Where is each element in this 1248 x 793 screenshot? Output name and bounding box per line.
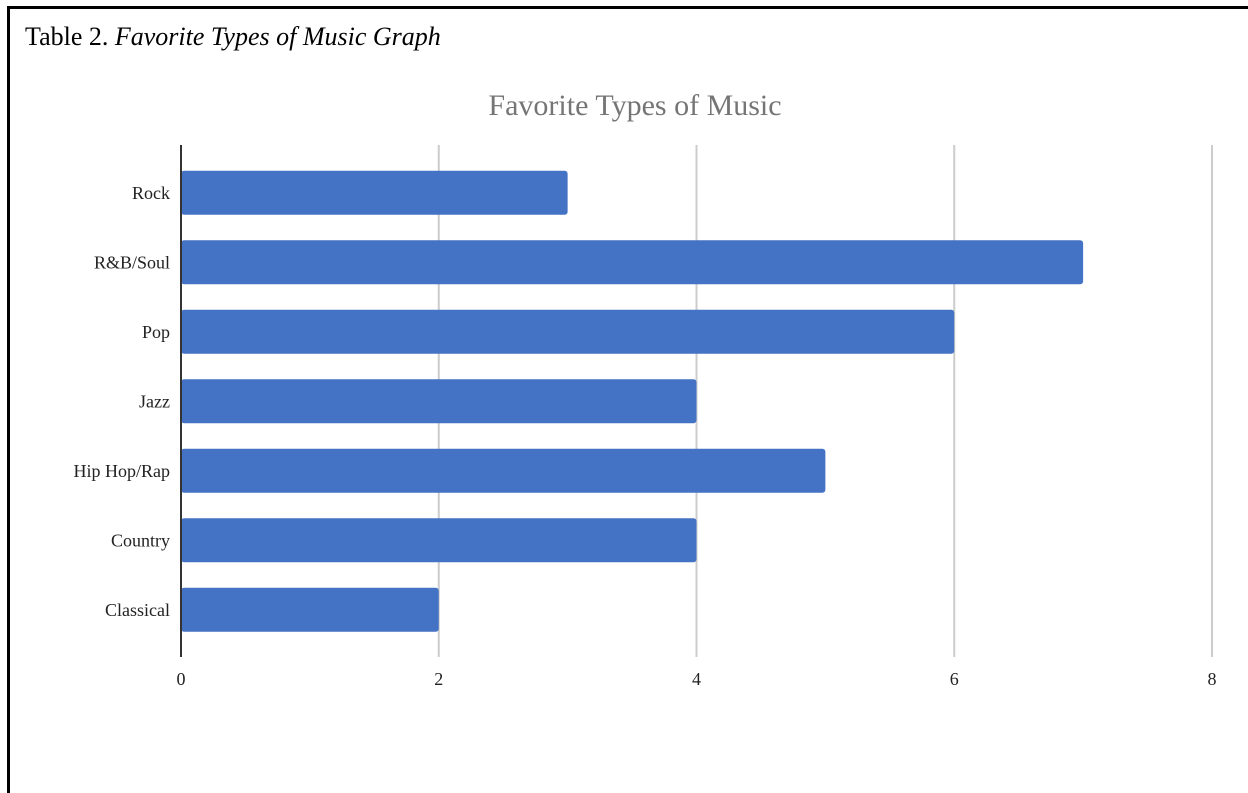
bar [181,379,697,424]
category-label: R&B/Soul [94,252,170,272]
gridlines [437,145,1213,657]
figure-frame [7,6,1248,793]
caption-label: Table 2. [25,22,109,51]
bar [181,587,439,632]
labels: 0 2 4 6 8 Rock R&B/Soul Pop Jazz Hip Hop/Rap Count… [74,183,1217,689]
category-label: Rock [132,183,170,203]
x-tick-label: 6 [950,669,959,689]
bar [181,518,697,563]
table-caption: Table 2. Favorite Types of Music Graph [25,22,441,52]
bars [181,170,1084,632]
category-label: Classical [105,600,170,620]
category-label: Jazz [139,391,170,411]
bar [181,448,826,493]
bar [181,170,568,215]
bar [181,240,1084,285]
chart-title: Favorite Types of Music [488,89,781,122]
x-tick-label: 4 [692,669,701,689]
x-tick-label: 2 [434,669,443,689]
x-tick-label: 8 [1208,669,1217,689]
category-label: Hip Hop/Rap [74,461,171,481]
category-label: Pop [142,322,170,342]
category-label: Country [111,530,170,550]
caption-title: Favorite Types of Music Graph [114,22,441,51]
bar [181,309,955,354]
x-tick-label: 0 [177,669,186,689]
